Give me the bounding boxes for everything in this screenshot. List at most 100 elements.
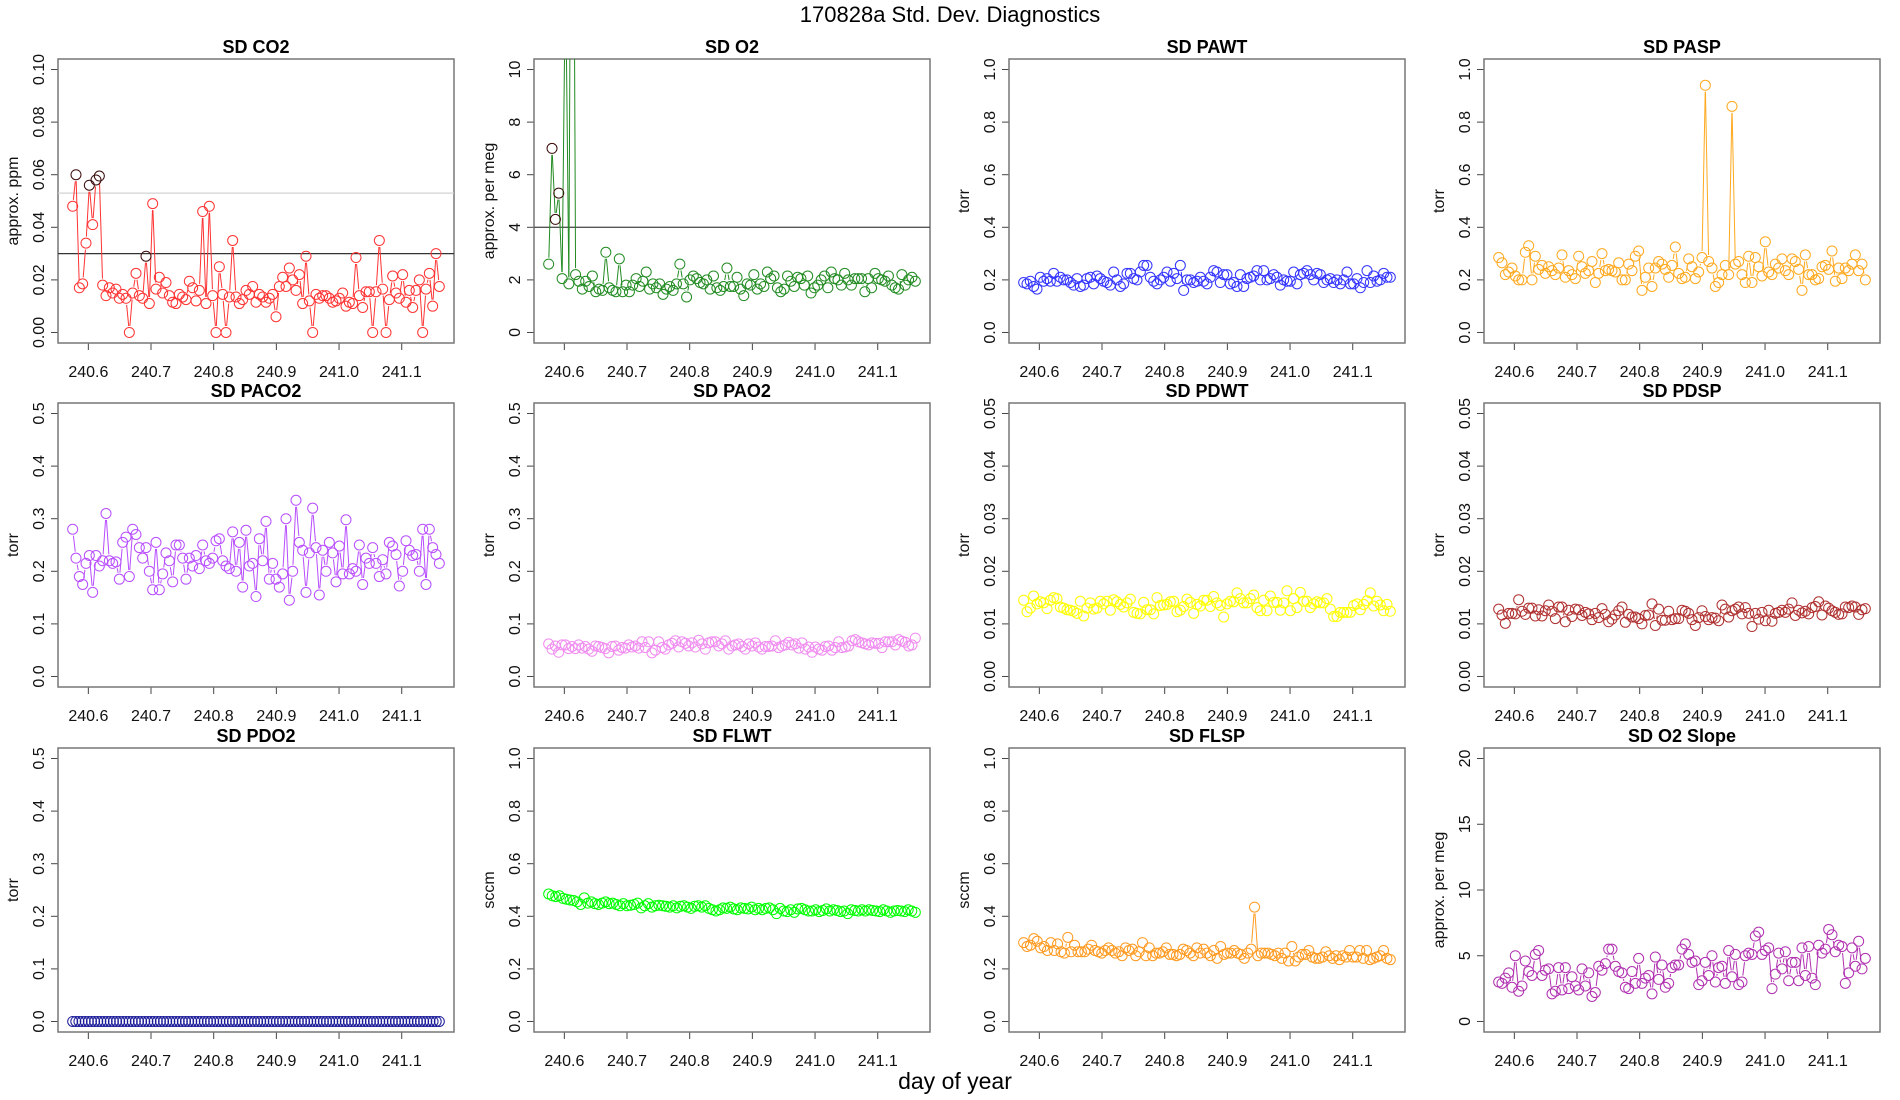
data-point (1333, 954, 1345, 966)
data-point (838, 905, 850, 917)
data-point (157, 287, 169, 299)
y-tick-label: 20 (1457, 750, 1474, 768)
series-segment (136, 279, 139, 290)
data-point (836, 642, 848, 654)
data-point (321, 1015, 333, 1027)
data-point (1126, 943, 1138, 955)
y-tick-label: 0 (507, 328, 524, 337)
y-tick-label: 0.0 (1457, 321, 1474, 343)
data-point (1799, 969, 1811, 981)
series-segment (289, 577, 293, 594)
data-point (1616, 601, 1628, 613)
data-point (1168, 267, 1180, 279)
data-point (1683, 607, 1695, 619)
data-point (1101, 277, 1113, 289)
data-point (207, 552, 219, 564)
data-point (92, 1015, 104, 1027)
y-tick-label: 0.04 (982, 450, 999, 481)
data-point (778, 283, 790, 295)
y-tick-label: 0.8 (1457, 111, 1474, 133)
x-tick-label: 241.0 (1745, 364, 1785, 381)
data-point (411, 1015, 423, 1027)
data-point (197, 539, 209, 551)
data-point (1763, 266, 1775, 278)
y-tick-label: 0.4 (507, 455, 524, 477)
series-segment (1672, 253, 1675, 260)
panel-title: SD PAO2 (693, 381, 771, 401)
data-point (1082, 943, 1094, 955)
y-tick-label: 0.5 (507, 402, 524, 424)
data-point (613, 644, 625, 656)
data-point (1626, 265, 1638, 277)
series-segment (380, 566, 382, 571)
data-point (1021, 606, 1033, 618)
data-point (899, 636, 911, 648)
data-point (704, 283, 716, 295)
data-point (563, 643, 575, 655)
data-point (330, 295, 342, 307)
data-point (1563, 983, 1575, 995)
series-segment (727, 274, 730, 281)
data-point (1120, 942, 1132, 954)
series-segment (389, 282, 393, 294)
x-tick-label: 241.1 (858, 1053, 898, 1070)
series-segment (276, 292, 280, 311)
data-point (123, 571, 135, 583)
data-point (201, 1015, 213, 1027)
data-point (1686, 614, 1698, 626)
data-point (707, 270, 719, 282)
data-point (575, 898, 587, 910)
data-point (205, 1015, 217, 1027)
data-point (361, 1015, 373, 1027)
data-point (173, 288, 185, 300)
x-tick-label: 240.7 (1557, 1053, 1597, 1070)
data-point (1536, 969, 1548, 981)
data-point (190, 550, 202, 562)
data-point (1839, 262, 1851, 274)
data-point (139, 1015, 151, 1027)
data-point (1044, 275, 1056, 287)
data-point (1616, 274, 1628, 286)
data-point (785, 904, 797, 916)
data-point (1364, 587, 1376, 599)
data-point (1726, 971, 1738, 983)
data-point (1148, 275, 1160, 287)
data-point (1151, 592, 1163, 604)
data-point (396, 1015, 408, 1027)
data-point (1187, 950, 1199, 962)
data-point (1759, 236, 1771, 248)
data-point (420, 578, 432, 590)
data-point (1723, 611, 1735, 623)
flagged-point (83, 179, 95, 191)
series-segment (1612, 955, 1615, 960)
plot-area (1493, 79, 1871, 296)
data-point (1251, 602, 1263, 614)
data-point (1859, 603, 1871, 615)
data-point (1194, 600, 1206, 612)
data-point (627, 279, 639, 291)
data-point (73, 282, 85, 294)
data-point (1836, 608, 1848, 620)
data-point (307, 502, 319, 514)
data-point (1603, 943, 1615, 955)
data-point (579, 641, 591, 653)
data-point (1496, 257, 1508, 269)
x-tick-label: 240.9 (732, 708, 772, 725)
x-tick-label: 240.8 (1145, 708, 1185, 725)
data-point (1576, 963, 1588, 975)
data-point (1034, 271, 1046, 283)
series-segment (169, 567, 173, 576)
panel-sd-pdsp: SD PDSP torr 0.00 0.01 0.02 0.03 0.04 0.05 240.6… (1431, 381, 1881, 725)
data-point (1358, 277, 1370, 289)
data-point (208, 1015, 220, 1027)
y-tick-label: 0.6 (982, 163, 999, 185)
y-tick-label: 0.0 (31, 665, 48, 687)
x-tick-label: 241.1 (1333, 708, 1373, 725)
x-tick-label: 240.8 (194, 708, 234, 725)
data-point (1310, 952, 1322, 964)
x-tick-label: 240.7 (1082, 364, 1122, 381)
plot-area (1018, 585, 1396, 623)
series-segment (568, 59, 571, 278)
data-point (603, 282, 615, 294)
x-tick-label: 241.1 (382, 364, 422, 381)
